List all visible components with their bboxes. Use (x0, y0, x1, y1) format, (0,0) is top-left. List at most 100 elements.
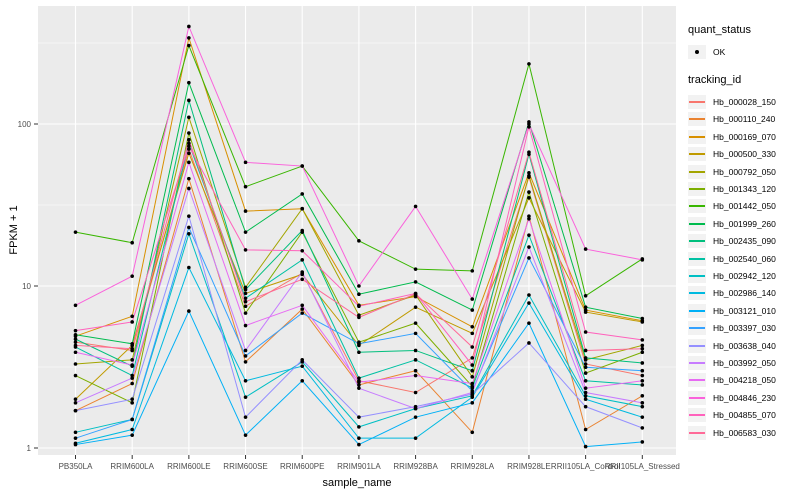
legend-item-Hb_000028_150: Hb_000028_150 (688, 93, 800, 110)
data-point (640, 320, 645, 324)
line-swatch-icon (688, 129, 706, 144)
data-point (73, 332, 78, 337)
data-point (130, 314, 134, 319)
data-point (357, 304, 361, 309)
data-point (470, 430, 475, 435)
y-tick-label: 100 (18, 120, 32, 129)
data-point (527, 341, 531, 345)
data-point (413, 368, 418, 373)
data-point (470, 375, 475, 379)
line-swatch-icon (688, 373, 706, 388)
legend-item-Hb_002942_120: Hb_002942_120 (688, 267, 800, 284)
data-point (73, 303, 78, 308)
data-point (357, 350, 361, 355)
data-point (187, 36, 191, 40)
legend-item-label: Hb_002435_090 (713, 236, 776, 247)
legend-item-label: Hb_002942_120 (713, 270, 776, 281)
legend-item-label: Hb_003397_030 (713, 323, 776, 334)
data-point (640, 440, 645, 444)
data-point (300, 358, 305, 362)
data-point (470, 308, 475, 312)
data-point (470, 363, 475, 367)
data-point (527, 301, 531, 305)
data-point (300, 192, 305, 196)
data-point (187, 24, 191, 29)
data-point (583, 404, 588, 409)
data-point (413, 292, 418, 296)
line-swatch-icon (688, 199, 706, 214)
legend-item-label: Hb_000792_050 (713, 166, 776, 177)
data-point (640, 258, 645, 262)
data-point (527, 293, 531, 297)
data-point (413, 280, 418, 284)
legend-item-label: Hb_000110_240 (713, 114, 776, 125)
data-point (187, 98, 191, 103)
data-point (243, 348, 248, 353)
data-point (527, 214, 531, 218)
data-point (357, 239, 361, 243)
data-point (243, 304, 248, 309)
x-tick-label: RRII105LA_Control (551, 462, 621, 471)
data-point (583, 356, 588, 360)
data-point (357, 386, 361, 390)
data-point (583, 330, 588, 334)
legend-item-label: OK (713, 46, 726, 57)
data-point (73, 442, 78, 447)
data-point (527, 150, 531, 154)
data-point (73, 337, 78, 341)
data-point (527, 173, 531, 178)
data-point (300, 270, 305, 274)
x-tick-label: PB350LA (59, 462, 93, 471)
data-point (243, 378, 248, 383)
data-point (583, 397, 588, 402)
line-swatch-icon (688, 286, 706, 301)
legend-item-label: Hb_004855_070 (713, 410, 776, 421)
data-point (470, 395, 475, 399)
data-point (243, 395, 248, 399)
data-point (130, 274, 134, 278)
data-point (583, 378, 588, 383)
x-tick-label: RRIM901LA (337, 462, 381, 471)
data-point (527, 321, 531, 325)
line-swatch-icon (688, 321, 706, 336)
data-point (640, 404, 645, 409)
data-point (243, 323, 248, 328)
legend-item-label: Hb_000169_070 (713, 131, 776, 142)
legend-item-Hb_001442_050: Hb_001442_050 (688, 198, 800, 215)
data-point (73, 328, 78, 333)
data-point (470, 356, 475, 360)
data-point (413, 321, 418, 325)
legend-item-label: Hb_004218_050 (713, 375, 776, 386)
legend-item-Hb_003397_030: Hb_003397_030 (688, 319, 800, 336)
legend-item-Hb_001999_260: Hb_001999_260 (688, 215, 800, 232)
data-point (130, 381, 134, 386)
legend-item-ok: OK (688, 43, 800, 60)
data-point (357, 442, 361, 447)
data-point (527, 245, 531, 249)
data-point (583, 362, 588, 366)
y-axis-title: FPKM + 1 (8, 205, 20, 255)
legend-item-Hb_001343_120: Hb_001343_120 (688, 180, 800, 197)
data-point (640, 401, 645, 405)
data-point (527, 256, 531, 260)
data-point (583, 247, 588, 251)
data-point (357, 380, 361, 384)
data-point (300, 378, 305, 383)
data-point (130, 376, 134, 380)
data-point (300, 206, 305, 211)
line-swatch-icon (688, 164, 706, 179)
x-tick-label: RRIM600LA (110, 462, 154, 471)
data-point (187, 80, 191, 85)
data-point (187, 176, 191, 181)
x-tick-label: RRIM600PE (280, 462, 324, 471)
data-point (130, 373, 134, 378)
legend: quant_status OK tracking_id Hb_000028_15… (688, 24, 800, 441)
data-point (583, 444, 588, 449)
panel-background (38, 6, 676, 455)
data-point (357, 383, 361, 387)
data-point (640, 415, 645, 419)
legend-item-label: Hb_003638_040 (713, 340, 776, 351)
data-point (640, 350, 645, 355)
line-swatch-icon (688, 338, 706, 353)
